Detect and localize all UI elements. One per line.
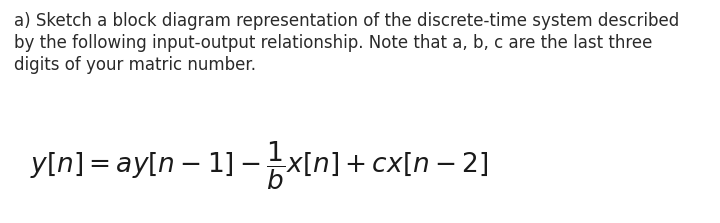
Text: a) Sketch a block diagram representation of the discrete-time system described: a) Sketch a block diagram representation… bbox=[14, 12, 679, 30]
Text: by the following input-output relationship. Note that a, b, c are the last three: by the following input-output relationsh… bbox=[14, 34, 652, 52]
Text: digits of your matric number.: digits of your matric number. bbox=[14, 56, 256, 74]
Text: $y[n] = ay[n-1] - \dfrac{1}{b}x[n] + cx[n-2]$: $y[n] = ay[n-1] - \dfrac{1}{b}x[n] + cx[… bbox=[30, 140, 488, 192]
